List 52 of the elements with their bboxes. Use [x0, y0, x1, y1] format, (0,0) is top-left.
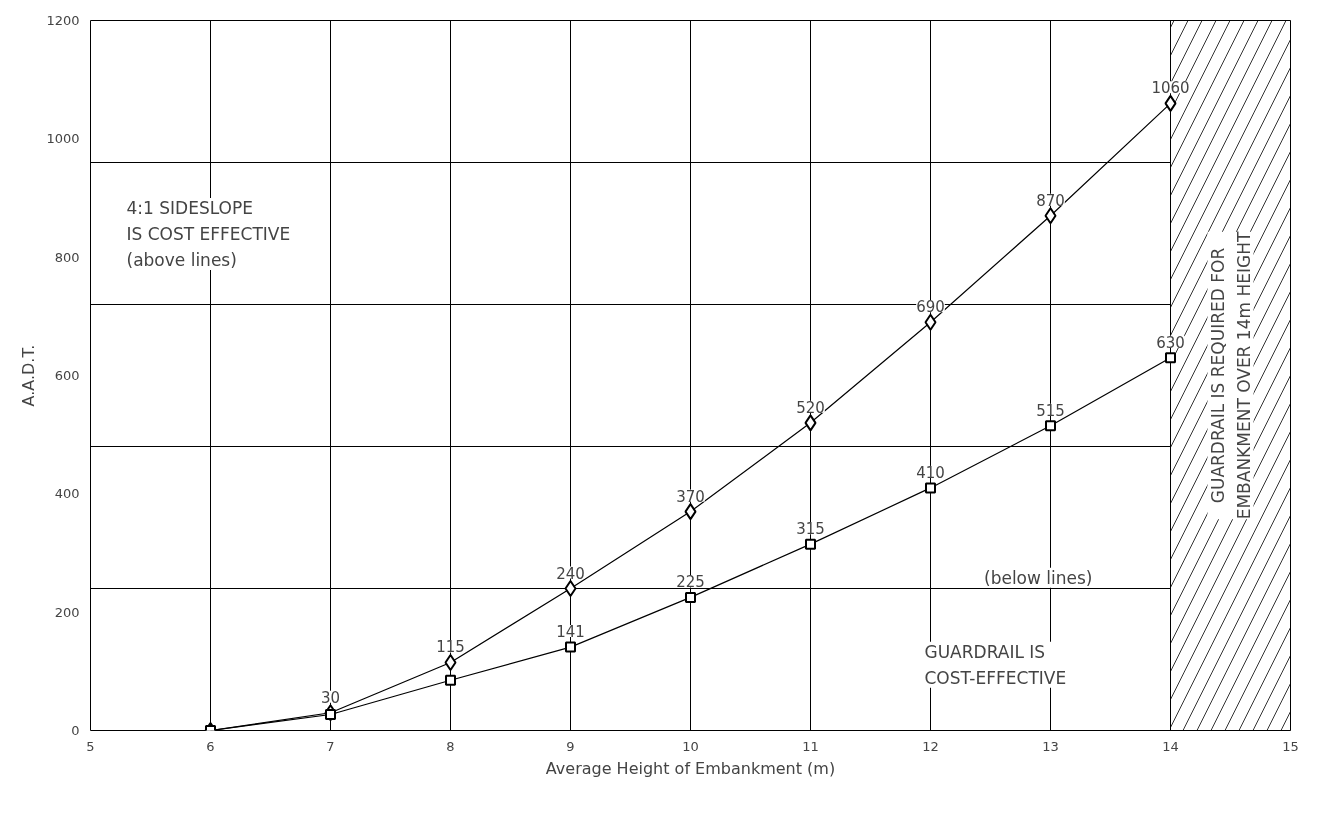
point	[924, 313, 937, 331]
point	[1044, 207, 1057, 225]
point	[564, 580, 577, 597]
point	[684, 503, 697, 521]
point	[1165, 352, 1176, 364]
data-label: 30	[320, 688, 341, 707]
point	[445, 674, 456, 686]
point	[444, 653, 457, 671]
point	[805, 538, 816, 550]
x-tick-label: 8	[446, 738, 455, 754]
point	[1164, 94, 1177, 112]
band-label: GUARDRAIL IS REQUIRED FOR EMBANKMENT OVER 14m HEIGHT	[1207, 231, 1254, 520]
y-tick-label: 1000	[46, 131, 80, 147]
x-tick-label: 12	[922, 738, 939, 754]
y-tick-label: 400	[54, 486, 80, 502]
y-axis-title: A.A.D.T.	[19, 344, 39, 407]
y-tick-label: 1200	[46, 13, 80, 28]
annotation: (below lines)	[984, 567, 1093, 588]
point	[565, 641, 576, 653]
data-label: 115	[436, 638, 465, 657]
data-label: 410	[916, 463, 945, 482]
x-tick-label: 14	[1162, 738, 1179, 754]
x-tick-label: 9	[566, 738, 575, 754]
data-label: 225	[676, 573, 705, 592]
data-label: 141	[556, 623, 585, 642]
data-label: 630	[1156, 333, 1185, 352]
x-tick-label: 5	[86, 738, 95, 754]
y-tick-label: 0	[71, 723, 80, 738]
x-tick-label: 15	[1282, 738, 1299, 754]
x-tick-label: 11	[802, 738, 819, 754]
data-label: 515	[1036, 401, 1065, 420]
point	[685, 591, 696, 603]
x-tick-label: 13	[1042, 738, 1059, 754]
y-tick-label: 800	[54, 249, 80, 265]
y-tick-label: 200	[54, 604, 80, 620]
data-label: 520	[796, 398, 825, 417]
data-label: 370	[676, 487, 705, 506]
x-tick-label: 7	[326, 738, 335, 754]
x-tick-label: 6	[206, 738, 215, 754]
data-label: 240	[556, 564, 585, 583]
x-tick-label: 10	[682, 738, 699, 754]
point	[804, 414, 817, 432]
annotation: GUARDRAIL IS COST-EFFECTIVE	[924, 641, 1067, 688]
data-label: 870	[1036, 191, 1065, 210]
data-label: 1060	[1151, 79, 1190, 98]
x-axis-title: Average Height of Embankment (m)	[545, 758, 836, 778]
data-label: 690	[916, 298, 945, 317]
point	[1045, 420, 1056, 432]
y-tick-label: 600	[54, 368, 80, 383]
annotation: 4:1 SIDESLOPE IS COST EFFECTIVE (above lines)	[126, 198, 291, 270]
point	[925, 482, 936, 494]
data-label: 315	[796, 520, 825, 539]
